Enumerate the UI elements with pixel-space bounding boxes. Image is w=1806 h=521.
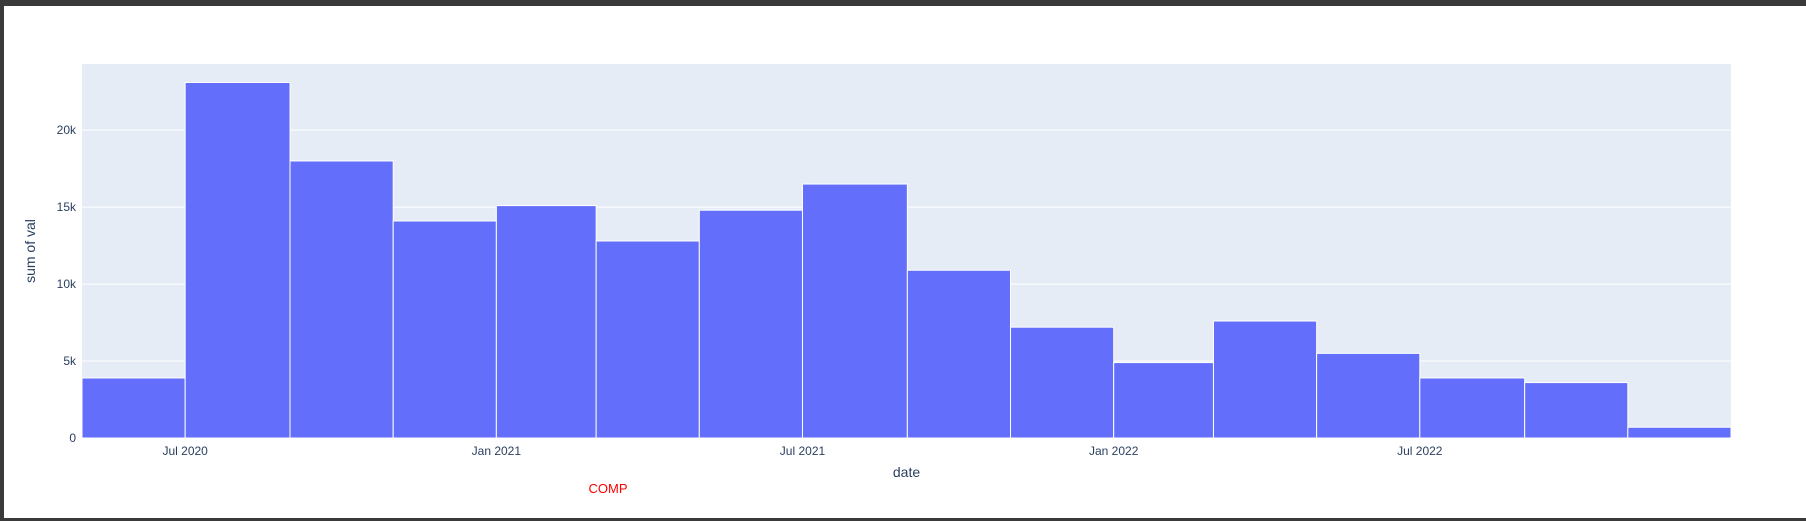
histogram-bar (1316, 352, 1421, 439)
y-tick-label: 10k (57, 277, 77, 291)
y-tick-label: 0 (69, 431, 76, 445)
x-tick-label: Jan 2021 (472, 444, 522, 458)
y-axis-title: sum of val (22, 219, 38, 283)
y-axis-ticks: 0 5k 10k 15k 20k (57, 123, 77, 445)
histogram-bar (1524, 382, 1629, 439)
x-axis-title: date (893, 464, 920, 480)
x-tick-label: Jan 2022 (1089, 444, 1139, 458)
histogram-bar (289, 160, 394, 439)
histogram-bar (906, 269, 1012, 439)
histogram-bar (184, 81, 291, 439)
bars (81, 81, 1732, 439)
histogram-bar (1419, 377, 1526, 439)
histogram-bar (81, 377, 186, 439)
x-tick-label: Jul 2021 (780, 444, 826, 458)
histogram-bar (595, 240, 700, 439)
histogram-bar (495, 205, 597, 439)
histogram-bar (1627, 426, 1732, 439)
x-axis-ticks: Jul 2020 Jan 2021 Jul 2021 Jan 2022 Jul 2022 (162, 444, 1442, 458)
chart-svg: 0 5k 10k 15k 20k Jul 2020 Jan 2021 Jul 2021 Jan… (22, 64, 1732, 496)
chart-frame: 0 5k 10k 15k 20k Jul 2020 Jan 2021 Jul 2021 Jan… (4, 6, 1806, 518)
x-tick-label: Jul 2020 (162, 444, 208, 458)
comp-annotation: COMP (589, 481, 628, 496)
y-tick-label: 20k (57, 123, 77, 137)
histogram-bar (1010, 326, 1115, 439)
y-tick-label: 15k (57, 200, 77, 214)
histogram-bar (1113, 362, 1214, 439)
x-tick-label: Jul 2022 (1397, 444, 1443, 458)
histogram-bar (1212, 320, 1318, 439)
histogram-bar (698, 209, 803, 439)
histogram-bar (801, 183, 908, 439)
histogram-bar (392, 220, 497, 439)
y-tick-label: 5k (63, 354, 77, 368)
